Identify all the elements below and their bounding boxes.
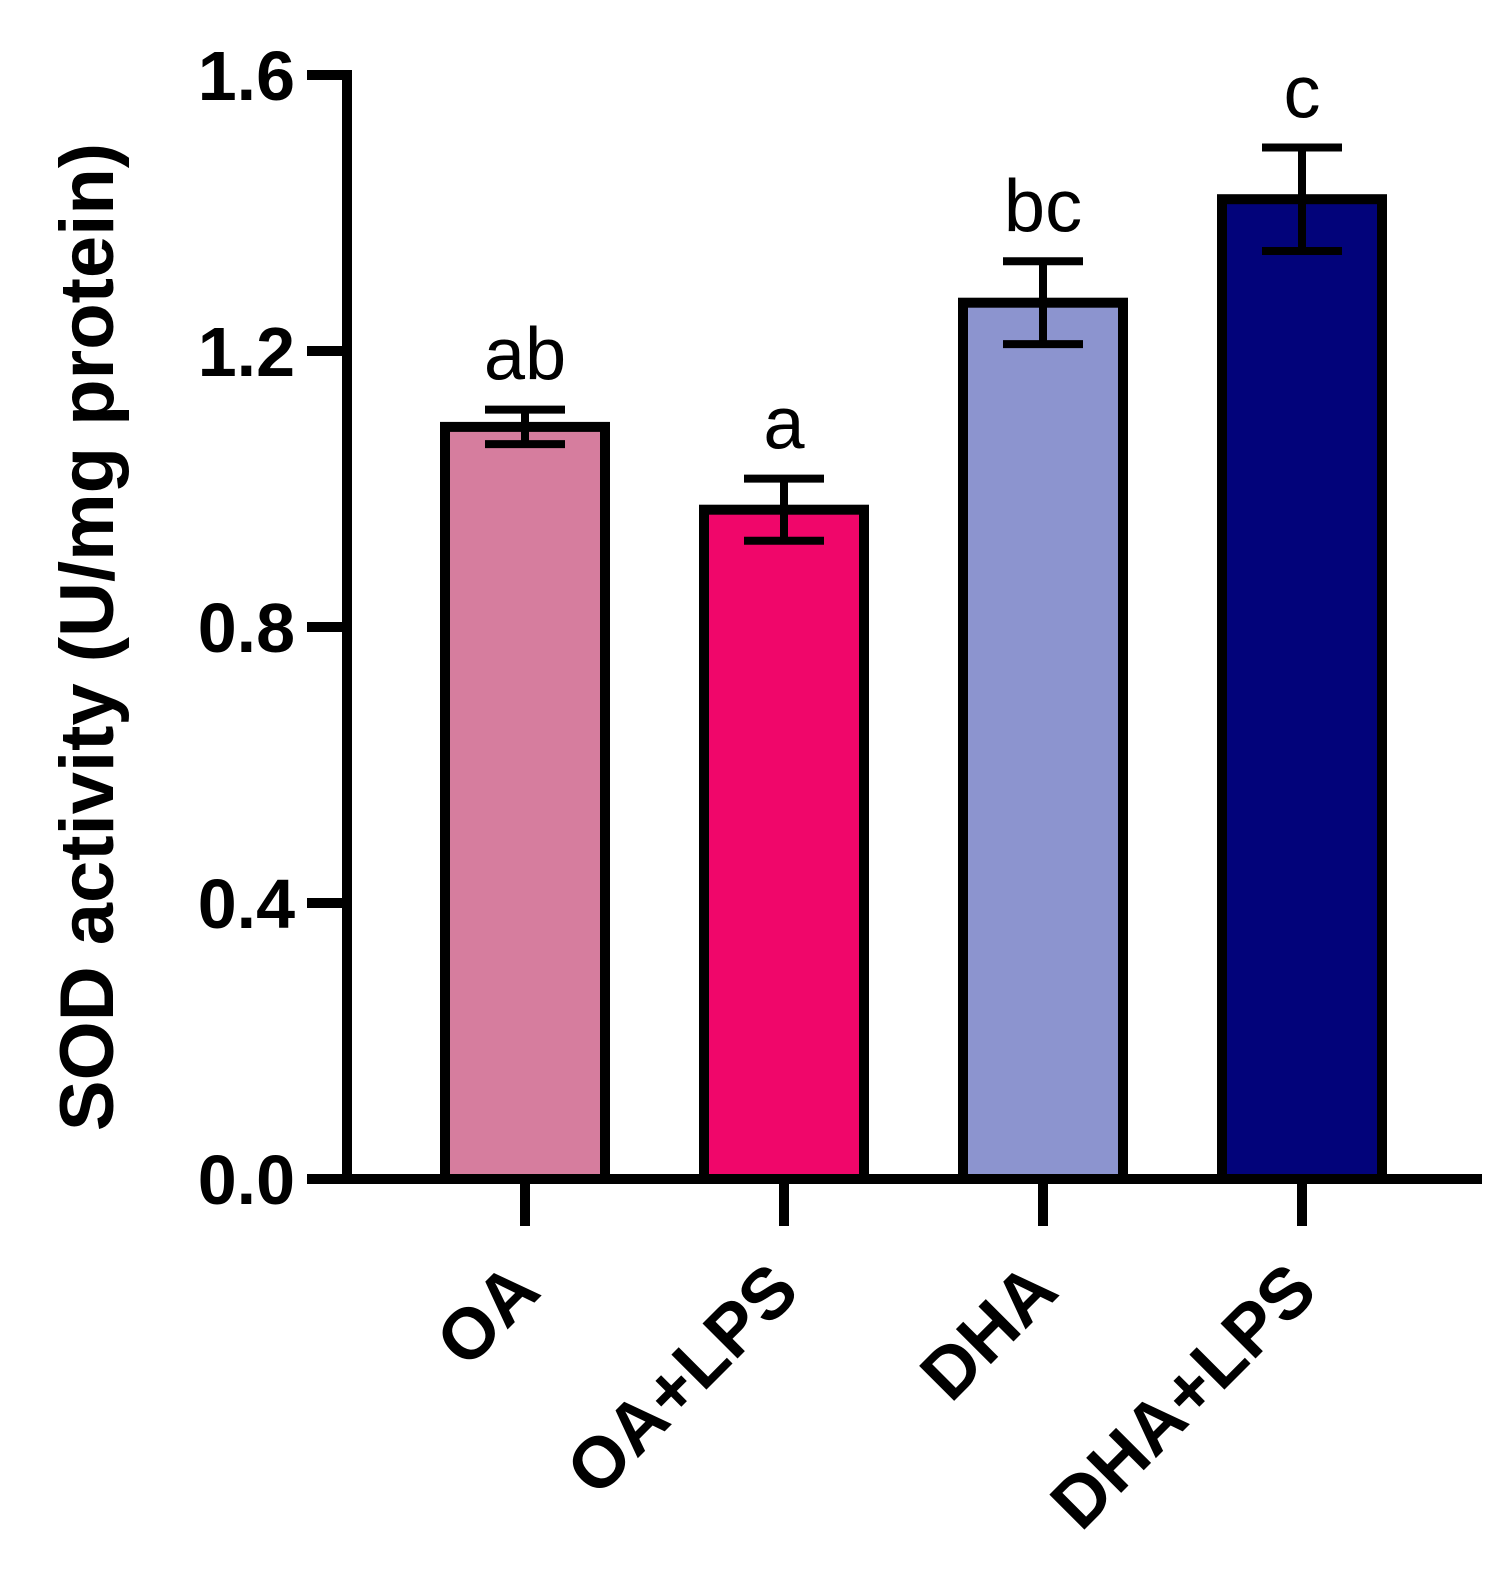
y-tick-label: 1.6: [198, 37, 295, 115]
y-tick-label: 0.8: [198, 589, 295, 667]
y-axis-title: SOD activity (U/mg protein): [45, 143, 130, 1131]
significance-label: ab: [484, 313, 566, 396]
bars-layer: [440, 194, 1387, 1184]
error-bars-layer: [485, 143, 1342, 545]
bar: [699, 504, 869, 1184]
significance-label: c: [1284, 50, 1321, 133]
bar: [958, 297, 1128, 1184]
x-tick-label: DHA: [905, 1249, 1072, 1416]
y-ticks-layer: 0.0 0.4 0.8 1.2 1.6: [198, 37, 347, 1219]
y-tick-label: 0.0: [198, 1141, 295, 1219]
x-tick-label: OA+LPS: [552, 1249, 814, 1511]
y-tick-label: 1.2: [198, 313, 295, 391]
y-tick-label: 0.4: [198, 865, 295, 943]
bar: [440, 421, 610, 1184]
x-tick-label: DHA+LPS: [1036, 1249, 1332, 1545]
significance-label: a: [763, 382, 805, 465]
x-tick-label: OA: [421, 1249, 554, 1382]
bar: [1217, 194, 1387, 1184]
significance-label: bc: [1004, 164, 1082, 247]
significance-labels-layer: ab a bc c: [484, 50, 1321, 464]
